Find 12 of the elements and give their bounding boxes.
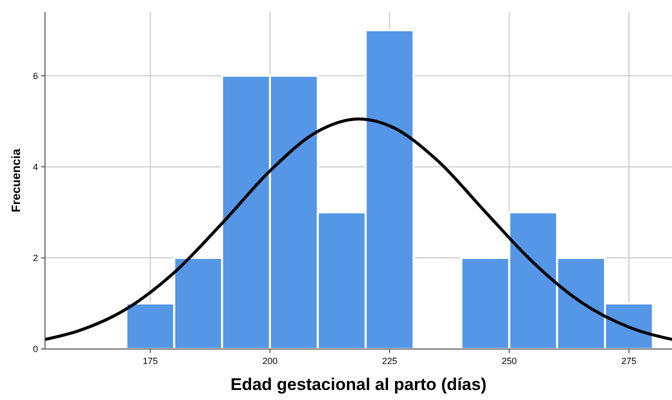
x-tick-label: 175 xyxy=(142,356,158,366)
x-axis-title: Edad gestacional al parto (días) xyxy=(230,375,487,394)
x-tick-label: 200 xyxy=(262,356,278,366)
x-tick-label: 250 xyxy=(502,356,517,366)
y-tick-label: 0 xyxy=(32,344,38,354)
y-tick-label: 4 xyxy=(32,162,38,172)
x-tick-label: 225 xyxy=(382,356,398,366)
x-tick-label: 275 xyxy=(621,356,636,366)
y-tick-label: 2 xyxy=(32,252,38,263)
y-axis-title: Frecuencia xyxy=(9,148,23,212)
line-series xyxy=(45,118,672,341)
y-tick-label: 6 xyxy=(32,70,38,81)
